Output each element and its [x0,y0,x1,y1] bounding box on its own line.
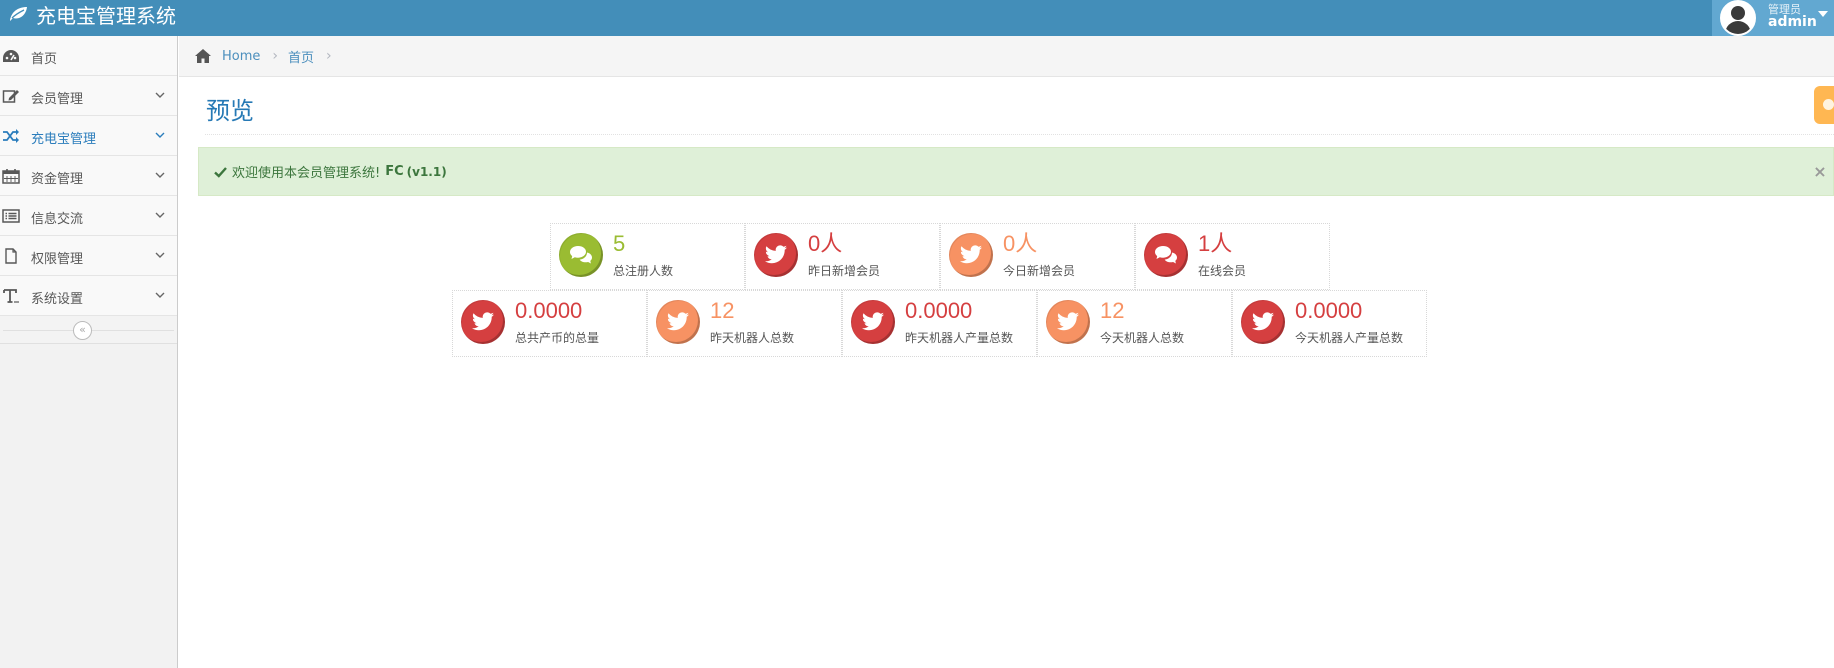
ace-settings-button[interactable] [1814,86,1834,124]
app-brand[interactable]: 充电宝管理系统 [8,0,176,28]
stat-label: 总注册人数 [613,264,674,278]
sidebar-item-label: 资金管理 [31,172,84,187]
stat-value: 0人 [1003,231,1038,256]
stat-label: 总共产币的总量 [515,331,600,345]
stat-infobox: 1人在线会员 [1135,223,1330,290]
chevron-down-icon [155,212,165,218]
stat-infobox: 0人昨日新增会员 [745,223,940,290]
user-role: 管理员 [1768,3,1801,16]
gear-icon [1823,99,1834,110]
stat-infobox: 0.0000 总共产币的总量 [452,290,647,357]
chevron-down-icon [155,132,165,138]
avatar [1720,0,1756,36]
comments-icon [559,233,603,277]
twitter-icon [656,300,700,344]
stat-label: 今日新增会员 [1003,264,1076,278]
sidebar-item-label: 充电宝管理 [31,132,97,147]
home-icon [195,49,211,63]
breadcrumb: Home › 首页 › [179,36,1834,77]
chevron-down-icon [155,172,165,178]
sidebar-item-finance[interactable]: 资金管理 [0,156,177,196]
stat-infobox: 0.0000 今天机器人产量总数 [1232,290,1427,357]
leaf-icon [10,7,27,21]
edit-icon [2,88,20,104]
alert-brand: FC [385,164,404,179]
stat-value: 12 [710,298,735,323]
caret-down-icon [1818,11,1828,17]
dashboard-icon [2,48,20,64]
twitter-icon [1046,300,1090,344]
stat-value: 5 [613,231,626,256]
twitter-icon [754,233,798,277]
stat-value: 0.0000 [905,298,973,323]
breadcrumb-separator: › [326,48,332,64]
twitter-icon [949,233,993,277]
stat-label: 在线会员 [1198,264,1247,278]
breadcrumb-separator: › [272,48,278,64]
user-menu[interactable]: 管理员 admin [1712,0,1834,36]
shuffle-icon [2,128,20,144]
stat-value: 12 [1100,298,1125,323]
stat-infobox: 0.0000 昨天机器人产量总数 [842,290,1037,357]
sidebar-item-label: 信息交流 [31,212,84,227]
page-header: 预览 [205,77,1834,135]
stat-value: 0人 [808,231,843,256]
twitter-icon [461,300,505,344]
stat-value: 1人 [1198,231,1233,256]
chevron-down-icon [155,92,165,98]
stat-label: 今天机器人总数 [1100,331,1185,345]
comments-icon [1144,233,1188,277]
calendar-icon [2,168,20,184]
sidebar-item-label: 首页 [31,52,58,67]
sidebar-item-home[interactable]: 首页 [0,36,177,76]
check-icon [214,166,227,178]
chevron-down-icon [155,292,165,298]
breadcrumb-current[interactable]: 首页 [288,50,315,66]
stat-label: 今天机器人产量总数 [1295,331,1404,345]
top-navbar: 充电宝管理系统 管理员 admin [0,0,1834,36]
page-title: 预览 [206,97,254,125]
stat-label: 昨天机器人产量总数 [905,331,1014,345]
stat-infobox: 12 今天机器人总数 [1037,290,1232,357]
twitter-icon [1241,300,1285,344]
close-button[interactable]: × [1813,162,1827,181]
sidebar-item-powerbank[interactable]: 充电宝管理 [0,116,177,156]
alert-message: 欢迎使用本会员管理系统! [232,166,381,181]
sidebar-item-settings[interactable]: 系统设置 [0,276,177,316]
stat-value: 0.0000 [515,298,583,323]
app-title: 充电宝管理系统 [36,3,176,28]
sidebar-item-label: 系统设置 [31,292,84,307]
stat-infobox: 0人今日新增会员 [940,223,1135,290]
stat-label: 昨天机器人总数 [710,331,795,345]
double-left-icon[interactable]: « [73,321,92,340]
stat-infobox: 5 总注册人数 [550,223,745,290]
chevron-down-icon [155,252,165,258]
sidebar-item-label: 会员管理 [31,92,84,107]
sidebar-item-messages[interactable]: 信息交流 [0,196,177,236]
list-alt-icon [2,208,20,224]
welcome-alert: 欢迎使用本会员管理系统! FC (v1.1) × [198,147,1834,196]
user-name: admin [1768,14,1817,30]
sidebar-collapse: « [0,316,177,344]
alert-version: (v1.1) [406,164,447,179]
breadcrumb-home-link[interactable]: Home [222,48,261,64]
text-icon [2,288,20,304]
stat-label: 昨日新增会员 [808,264,881,278]
sidebar-item-label: 权限管理 [31,252,84,267]
stat-value: 0.0000 [1295,298,1363,323]
file-icon [2,248,20,264]
sidebar: 首页 会员管理 充电宝管理 资金管理 信息交流 权限管理 [0,36,178,668]
sidebar-item-permissions[interactable]: 权限管理 [0,236,177,276]
twitter-icon [851,300,895,344]
sidebar-item-members[interactable]: 会员管理 [0,76,177,116]
stat-infobox: 12 昨天机器人总数 [647,290,842,357]
